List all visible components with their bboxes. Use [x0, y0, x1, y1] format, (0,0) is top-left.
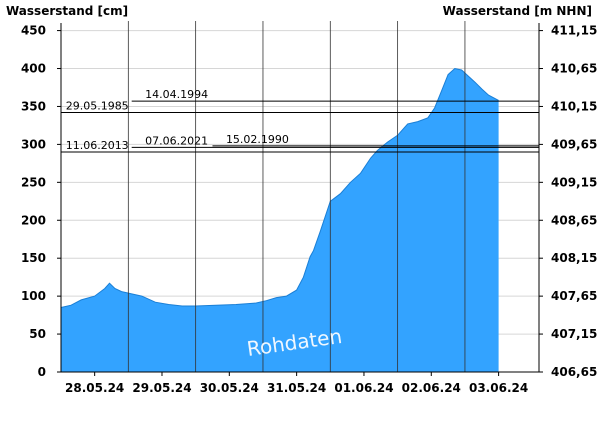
right-axis-title: Wasserstand [m NHN]: [443, 4, 592, 18]
left-tick-label: 300: [21, 137, 46, 151]
left-tick-label: 0: [38, 365, 46, 379]
x-tick-label: 30.05.24: [200, 381, 259, 395]
x-tick-label: 31.05.24: [267, 381, 326, 395]
left-tick-label: 100: [21, 289, 46, 303]
right-tick-label: 411,15: [551, 24, 597, 38]
right-tick-label: 407,15: [551, 327, 597, 341]
right-tick-label: 406,65: [551, 365, 597, 379]
x-tick-label: 01.06.24: [334, 381, 393, 395]
left-axis-title: Wasserstand [cm]: [6, 4, 128, 18]
day-separators: [127, 21, 466, 372]
x-tick-label: 02.06.24: [402, 381, 461, 395]
right-tick-label: 409,65: [551, 137, 597, 151]
left-tick-label: 350: [21, 99, 46, 113]
series-area: [61, 68, 499, 372]
reference-label: 15.02.1990: [226, 133, 289, 146]
reference-label: 11.06.2013: [66, 139, 129, 152]
right-tick-label: 410,15: [551, 99, 597, 113]
right-tick-label: 407,65: [551, 289, 597, 303]
reference-label: 07.06.2021: [145, 134, 208, 147]
reference-label: 29.05.1985: [66, 100, 129, 113]
series-line: [60, 67, 499, 308]
reference-label: 14.04.1994: [145, 88, 208, 101]
left-tick-label: 450: [21, 24, 46, 38]
left-tick-label: 150: [21, 251, 46, 265]
left-tick-label: 200: [21, 213, 46, 227]
left-tick-label: 400: [21, 62, 46, 76]
x-tick-labels: 28.05.24 29.05.24 30.05.24 31.05.24 01.06.24…: [65, 372, 528, 395]
right-tick-labels: 406,65 407,15 407,65 408,15 408,65 409,15 409,…: [539, 24, 597, 379]
right-tick-label: 408,65: [551, 213, 597, 227]
left-tick-label: 50: [29, 327, 46, 341]
reference-lines: 14.04.1994 29.05.1985 15.02.1990 07.06.2021…: [61, 88, 539, 153]
axes: [60, 23, 540, 373]
right-tick-label: 408,15: [551, 251, 597, 265]
x-tick-label: 03.06.24: [469, 381, 528, 395]
data-area: [60, 67, 499, 372]
x-tick-label: 28.05.24: [65, 381, 124, 395]
left-tick-label: 250: [21, 175, 46, 189]
left-tick-labels: 0 50 100 150 200 250 300 350 400 450: [21, 24, 61, 379]
x-tick-label: 29.05.24: [132, 381, 191, 395]
right-tick-label: 409,15: [551, 175, 597, 189]
right-tick-label: 410,65: [551, 62, 597, 76]
